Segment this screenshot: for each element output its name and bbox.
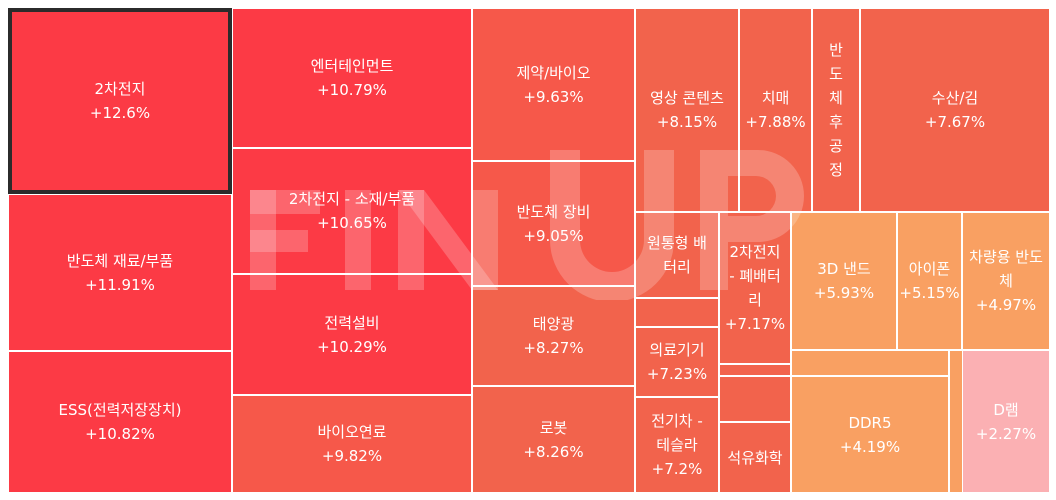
tile-name: DDR5 xyxy=(848,413,892,432)
tile-change: +2.27% xyxy=(975,424,1037,443)
tile-change: +4.19% xyxy=(839,437,901,456)
tile-name: 2차전지 - 폐배터리 xyxy=(729,243,781,309)
tile-change: +5.93% xyxy=(813,284,875,302)
tile-ddr5[interactable]: DDR5 +4.19% xyxy=(791,376,949,493)
tile-cylindrical-battery[interactable]: 원통형 배터리 xyxy=(635,212,719,298)
tile-change: +7.88% xyxy=(745,113,806,131)
tile-small-a[interactable] xyxy=(635,298,719,327)
tile-change: +4.97% xyxy=(975,296,1037,314)
tile-name: D램 xyxy=(993,400,1019,419)
tile-change: +11.91% xyxy=(85,275,155,294)
tile-name: 엔터테인먼트 xyxy=(310,57,394,75)
tile-solar[interactable]: 태양광 +8.27% xyxy=(472,286,635,386)
tile-change: +7.23% xyxy=(646,365,708,383)
tile-battery-recycling[interactable]: 2차전지 - 폐배터리 +7.17% xyxy=(719,212,791,364)
tile-entertainment[interactable]: 엔터테인먼트 +10.79% xyxy=(232,8,472,148)
tile-iphone[interactable]: 아이폰 +5.15% xyxy=(897,212,962,350)
tile-change: +7.67% xyxy=(924,113,986,131)
tile-name: 의료기기 xyxy=(649,341,705,359)
tile-semiconductor-packaging[interactable]: 반도체 후공정 xyxy=(812,8,860,212)
tile-3d-nand[interactable]: 3D 낸드 +5.93% xyxy=(791,212,897,350)
tile-small-b[interactable] xyxy=(719,364,791,376)
tile-name: 원통형 배터리 xyxy=(647,234,707,276)
tile-change: +8.15% xyxy=(656,113,718,131)
tile-change: +9.82% xyxy=(321,447,383,465)
tile-change: +12.6% xyxy=(89,104,151,122)
tile-dram[interactable]: D램 +2.27% xyxy=(962,350,1050,493)
tile-petrochemical[interactable]: 석유화학 xyxy=(719,422,791,493)
tile-name: 치매 xyxy=(761,89,790,107)
tile-change: +10.29% xyxy=(317,337,387,356)
tile-video-content[interactable]: 영상 콘텐츠 +8.15% xyxy=(635,8,739,212)
tile-change: +7.17% xyxy=(724,315,786,333)
tile-change: +9.05% xyxy=(523,226,584,245)
tile-small-e[interactable] xyxy=(949,350,963,493)
tile-name: 아이폰 xyxy=(908,260,951,278)
tile-name: 바이오연료 xyxy=(317,423,387,441)
tile-change: +8.27% xyxy=(523,339,584,357)
tile-automotive-semiconductor[interactable]: 차량용 반도체 +4.97% xyxy=(962,212,1050,350)
tile-name: ESS(전력저장장치) xyxy=(58,401,182,419)
tile-biofuel[interactable]: 바이오연료 +9.82% xyxy=(232,395,472,493)
tile-name: 태양광 xyxy=(532,315,575,333)
tile-name: 석유화학 xyxy=(727,448,783,467)
tile-2차전지[interactable]: 2차전지 +12.6% xyxy=(8,8,232,194)
tile-name: 3D 낸드 xyxy=(817,260,871,278)
tile-ess[interactable]: ESS(전력저장장치) +10.82% xyxy=(8,351,232,493)
tile-pharma-bio[interactable]: 제약/바이오 +9.63% xyxy=(472,8,635,161)
tile-change: +9.63% xyxy=(523,87,584,106)
tile-battery-materials[interactable]: 2차전지 - 소재/부품 +10.65% xyxy=(232,148,472,274)
tile-seafood-laver[interactable]: 수산/김 +7.67% xyxy=(860,8,1050,212)
tile-change: +10.82% xyxy=(85,425,155,443)
tile-robot[interactable]: 로봇 +8.26% xyxy=(472,386,635,493)
tile-semiconductor-equipment[interactable]: 반도체 장비 +9.05% xyxy=(472,161,635,286)
tile-name: 반도체 장비 xyxy=(516,202,591,221)
tile-name: 2차전지 - 소재/부품 xyxy=(288,190,416,208)
tile-change: +5.15% xyxy=(899,284,960,302)
tile-power-equipment[interactable]: 전력설비 +10.29% xyxy=(232,274,472,395)
tile-name: 2차전지 xyxy=(94,80,146,98)
tile-change: +8.26% xyxy=(523,442,584,461)
tile-name: 영상 콘텐츠 xyxy=(650,89,724,107)
tile-name: 반도체 후공정 xyxy=(829,41,843,179)
tile-name: 로봇 xyxy=(539,418,568,437)
tile-name: 전력설비 xyxy=(324,313,380,332)
tile-name: 차량용 반도체 xyxy=(969,248,1043,290)
tile-name: 반도체 재료/부품 xyxy=(66,251,174,270)
tile-ev-tesla[interactable]: 전기차 - 테슬라 +7.2% xyxy=(635,397,719,493)
tile-small-d[interactable] xyxy=(791,350,949,376)
tile-name: 제약/바이오 xyxy=(516,63,591,82)
tile-name: 전기차 - 테슬라 xyxy=(651,412,703,454)
tile-medical-devices[interactable]: 의료기기 +7.23% xyxy=(635,327,719,397)
tile-small-c[interactable] xyxy=(719,376,791,422)
tile-semiconductor-materials[interactable]: 반도체 재료/부품 +11.91% xyxy=(8,194,232,351)
tile-change: +7.2% xyxy=(651,460,703,478)
tile-dementia[interactable]: 치매 +7.88% xyxy=(739,8,812,212)
tile-change: +10.79% xyxy=(317,81,387,99)
tile-name: 수산/김 xyxy=(931,89,979,107)
tile-change: +10.65% xyxy=(317,214,387,232)
